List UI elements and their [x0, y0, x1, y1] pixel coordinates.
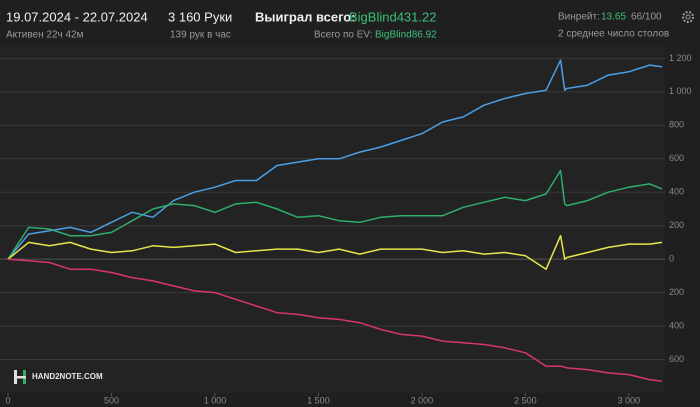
ev-value: BigBlind86.92 — [375, 30, 437, 41]
ev-label: Всего по EV: — [314, 30, 373, 41]
won-value: BigBlind431.22 — [349, 9, 436, 24]
y-tick-label: 400 — [669, 187, 684, 197]
logo-icon — [14, 370, 26, 384]
watermark: HAND2NOTE.COM — [32, 372, 103, 381]
y-tick-label: 1 000 — [669, 86, 692, 96]
series-line — [7, 59, 663, 260]
x-tick-label: 0 — [5, 395, 10, 405]
hands-per-hour: 139 рук в час — [170, 30, 231, 41]
y-tick-label: 200 — [669, 287, 684, 297]
y-tick-label: 800 — [669, 120, 684, 130]
winrate-label: Винрейт: — [558, 12, 600, 23]
settings-icon[interactable] — [682, 11, 694, 23]
date-range: 19.07.2024 - 22.07.2024 — [6, 9, 148, 24]
y-tick-label: 400 — [669, 320, 684, 330]
x-tick-label: 500 — [104, 395, 119, 405]
tables: 2 среднее число столов — [558, 29, 669, 40]
x-tick-label: 2 000 — [411, 395, 434, 405]
x-tick-label: 3 000 — [618, 395, 641, 405]
x-tick-label: 2 500 — [514, 395, 537, 405]
winrate-value: 13.65 — [601, 12, 626, 23]
active-time: Активен 22ч 42м — [6, 30, 84, 41]
y-tick-label: 200 — [669, 220, 684, 230]
hands: 3 160 Руки — [168, 9, 232, 24]
won-label: Выиграл всего: — [255, 9, 356, 24]
winrate-sample: 66/100 — [631, 12, 662, 23]
x-tick-label: 1 000 — [204, 395, 227, 405]
y-tick-label: 1 200 — [669, 53, 692, 63]
series-line — [7, 234, 663, 270]
y-tick-label: 0 — [669, 254, 674, 264]
series-line — [7, 169, 663, 260]
series-line — [7, 258, 663, 383]
y-tick-label: 600 — [669, 153, 684, 163]
y-tick-label: 600 — [669, 354, 684, 364]
x-tick-label: 1 500 — [307, 395, 330, 405]
